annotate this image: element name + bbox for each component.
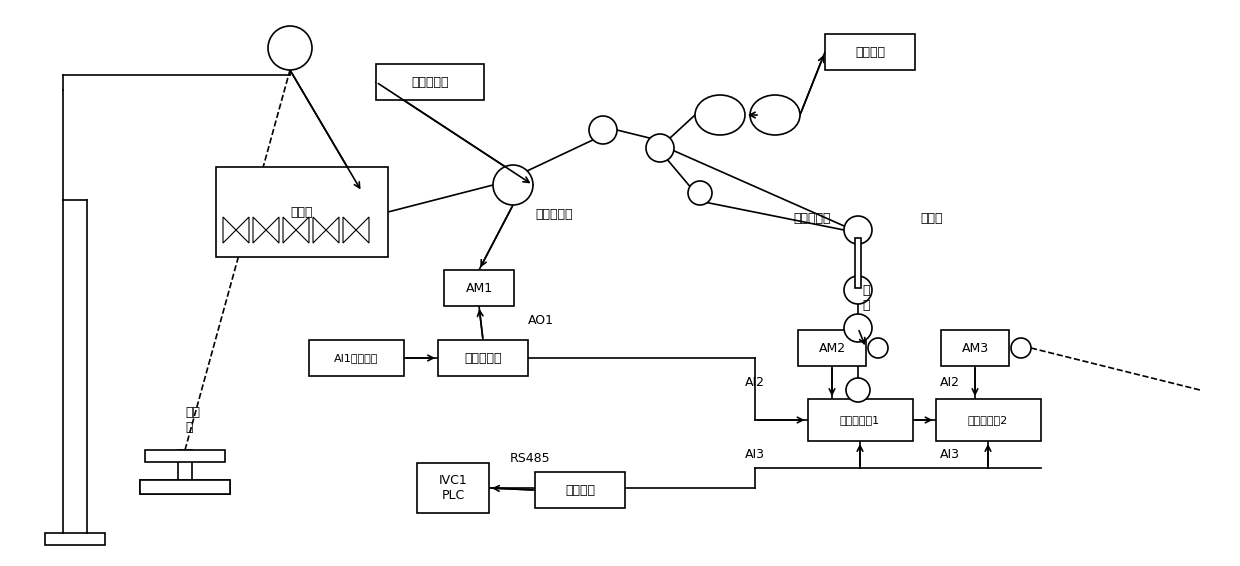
- Circle shape: [688, 181, 712, 205]
- Bar: [438, 340, 528, 376]
- Text: AI3: AI3: [745, 448, 765, 461]
- Circle shape: [589, 116, 618, 144]
- Ellipse shape: [750, 95, 800, 135]
- Text: AI3: AI3: [940, 448, 960, 461]
- Circle shape: [846, 378, 870, 402]
- Bar: [799, 330, 866, 366]
- Text: 位置传感器: 位置传感器: [794, 212, 831, 225]
- Text: 线速度测量: 线速度测量: [412, 75, 449, 88]
- Circle shape: [1011, 338, 1030, 358]
- Circle shape: [268, 26, 312, 70]
- Text: 源头
线: 源头 线: [185, 406, 200, 434]
- Bar: [825, 34, 915, 70]
- Text: AM3: AM3: [961, 341, 988, 354]
- Circle shape: [844, 216, 872, 244]
- Text: 收卷变频器1: 收卷变频器1: [839, 415, 880, 425]
- Bar: [179, 450, 192, 480]
- Bar: [935, 399, 1040, 441]
- Bar: [444, 270, 515, 306]
- Bar: [941, 330, 1009, 366]
- Text: AO1: AO1: [528, 314, 554, 327]
- Text: RS485: RS485: [510, 452, 551, 465]
- Text: IVC1
PLC: IVC1 PLC: [439, 474, 467, 502]
- Text: AI2: AI2: [745, 375, 765, 388]
- Bar: [145, 450, 224, 462]
- Bar: [376, 64, 484, 100]
- Circle shape: [844, 276, 872, 304]
- Text: AM2: AM2: [818, 341, 846, 354]
- Bar: [309, 340, 403, 376]
- Text: AM1: AM1: [465, 281, 492, 294]
- Text: 收卷变频器2: 收卷变频器2: [968, 415, 1008, 425]
- Text: 操作面板: 操作面板: [565, 483, 595, 496]
- Text: 配
重: 配 重: [862, 284, 869, 312]
- Bar: [216, 167, 388, 257]
- Bar: [140, 480, 229, 494]
- Circle shape: [494, 165, 533, 205]
- Bar: [534, 472, 625, 508]
- Text: 张力架: 张力架: [920, 212, 942, 225]
- Bar: [417, 463, 489, 513]
- Text: 退火处理: 退火处理: [856, 45, 885, 58]
- Bar: [45, 533, 105, 545]
- Text: AI2: AI2: [940, 375, 960, 388]
- Circle shape: [646, 134, 675, 162]
- Text: 拉丝牵引架: 拉丝牵引架: [534, 208, 573, 221]
- Circle shape: [868, 338, 888, 358]
- Text: AI1给定速度: AI1给定速度: [334, 353, 378, 363]
- Bar: [140, 480, 229, 494]
- Text: 拉丝机: 拉丝机: [290, 205, 314, 218]
- Ellipse shape: [694, 95, 745, 135]
- Text: 主拉变频器: 主拉变频器: [464, 351, 502, 365]
- Bar: [856, 238, 861, 288]
- Bar: [807, 399, 913, 441]
- Circle shape: [844, 314, 872, 342]
